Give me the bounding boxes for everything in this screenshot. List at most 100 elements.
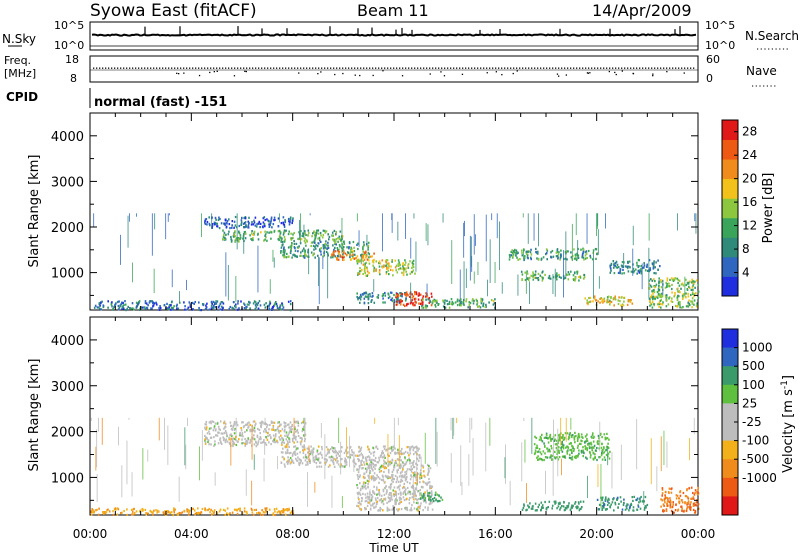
echo-cell bbox=[311, 451, 313, 454]
echo-cell bbox=[615, 260, 618, 263]
echo-cell bbox=[291, 438, 294, 441]
echo-streak bbox=[435, 417, 437, 464]
echo-cell bbox=[226, 434, 228, 437]
echo-cell bbox=[389, 268, 392, 271]
echo-cell bbox=[289, 300, 292, 303]
echo-cell bbox=[288, 507, 290, 510]
echo-cell bbox=[607, 442, 609, 445]
echo-cell bbox=[324, 231, 327, 234]
echo-cell bbox=[302, 425, 305, 428]
echo-cell bbox=[373, 485, 375, 488]
echo-cell bbox=[374, 464, 377, 467]
freq-dot bbox=[486, 67, 488, 69]
echo-cell bbox=[212, 300, 215, 303]
freq-dots bbox=[93, 67, 695, 69]
echo-cell bbox=[246, 423, 249, 426]
echo-cell bbox=[643, 508, 646, 511]
echo-cell bbox=[323, 252, 325, 255]
echo-cell bbox=[686, 489, 688, 492]
echo-cell bbox=[411, 264, 414, 267]
echo-cell bbox=[677, 287, 679, 290]
echo-cell bbox=[532, 271, 534, 274]
echo-cell bbox=[342, 255, 345, 258]
echo-cell bbox=[671, 297, 673, 300]
echo-cell bbox=[330, 256, 332, 259]
echo-cell bbox=[403, 452, 405, 455]
echo-cell bbox=[349, 446, 351, 449]
echo-cell bbox=[321, 445, 323, 449]
echo-cell bbox=[549, 450, 551, 453]
echo-cell bbox=[536, 444, 538, 447]
echo-cell bbox=[409, 295, 411, 298]
echo-cell bbox=[214, 422, 217, 425]
colorbar-swatch bbox=[722, 477, 738, 497]
echo-cell bbox=[265, 430, 267, 433]
echo-cell bbox=[436, 299, 438, 302]
echo-cell bbox=[283, 463, 286, 466]
echo-cell bbox=[373, 252, 375, 255]
echo-cell bbox=[331, 253, 333, 256]
echo-cell bbox=[362, 246, 364, 249]
echo-cell bbox=[278, 431, 280, 434]
echo-cell bbox=[395, 300, 398, 303]
echo-cell bbox=[406, 508, 409, 512]
echo-cell bbox=[557, 253, 560, 256]
echo-cell bbox=[321, 448, 323, 451]
echo-cell bbox=[217, 442, 220, 445]
echo-cell bbox=[374, 478, 376, 482]
echo-cell bbox=[564, 506, 567, 509]
echo-cell bbox=[568, 456, 571, 459]
nave-dot bbox=[359, 74, 361, 77]
echo-cell bbox=[576, 439, 579, 442]
echo-cell bbox=[187, 508, 189, 512]
echo-cell bbox=[590, 443, 593, 446]
echo-cell bbox=[307, 231, 310, 235]
echo-cell bbox=[646, 269, 649, 272]
echo-cell bbox=[425, 292, 427, 295]
echo-cell bbox=[237, 238, 240, 241]
echo-cell bbox=[621, 261, 624, 264]
echo-cell bbox=[364, 484, 367, 487]
echo-cell bbox=[122, 305, 124, 308]
echo-cell bbox=[656, 296, 659, 299]
freq-dot bbox=[210, 67, 212, 69]
echo-cell bbox=[364, 456, 367, 459]
echo-cell bbox=[551, 458, 553, 461]
echo-cell bbox=[665, 508, 668, 511]
echo-cell bbox=[397, 296, 399, 299]
echo-cell bbox=[118, 306, 121, 309]
echo-cell bbox=[294, 249, 297, 252]
echo-cell bbox=[575, 258, 578, 262]
echo-cell bbox=[264, 225, 266, 228]
echo-cell bbox=[484, 305, 487, 309]
echo-cell bbox=[278, 229, 281, 233]
echo-cell bbox=[413, 298, 416, 301]
echo-cell bbox=[294, 450, 296, 453]
echo-cell bbox=[372, 465, 375, 469]
echo-cell bbox=[289, 220, 291, 223]
echo-cell bbox=[536, 456, 538, 459]
echo-cell bbox=[675, 494, 678, 497]
echo-cell bbox=[360, 487, 362, 490]
echo-streak bbox=[366, 234, 368, 247]
freq-dot bbox=[453, 67, 455, 69]
echo-cell bbox=[307, 229, 310, 232]
echo-cell bbox=[295, 420, 298, 423]
echo-cell bbox=[297, 420, 299, 423]
echo-cell bbox=[281, 308, 284, 311]
echo-cell bbox=[532, 278, 535, 281]
echo-cell bbox=[211, 513, 213, 516]
echo-cell bbox=[658, 277, 660, 280]
echo-cell bbox=[164, 510, 166, 513]
echo-cell bbox=[252, 239, 254, 242]
echo-cell bbox=[244, 442, 247, 445]
nave-dot bbox=[440, 71, 442, 73]
echo-cell bbox=[253, 300, 256, 303]
echo-cell bbox=[586, 439, 589, 443]
echo-cell bbox=[322, 244, 325, 247]
echo-cell bbox=[252, 429, 254, 432]
echo-cell bbox=[492, 303, 495, 306]
echo-cell bbox=[127, 305, 129, 308]
echo-cell bbox=[537, 458, 539, 461]
echo-streak bbox=[340, 441, 342, 475]
